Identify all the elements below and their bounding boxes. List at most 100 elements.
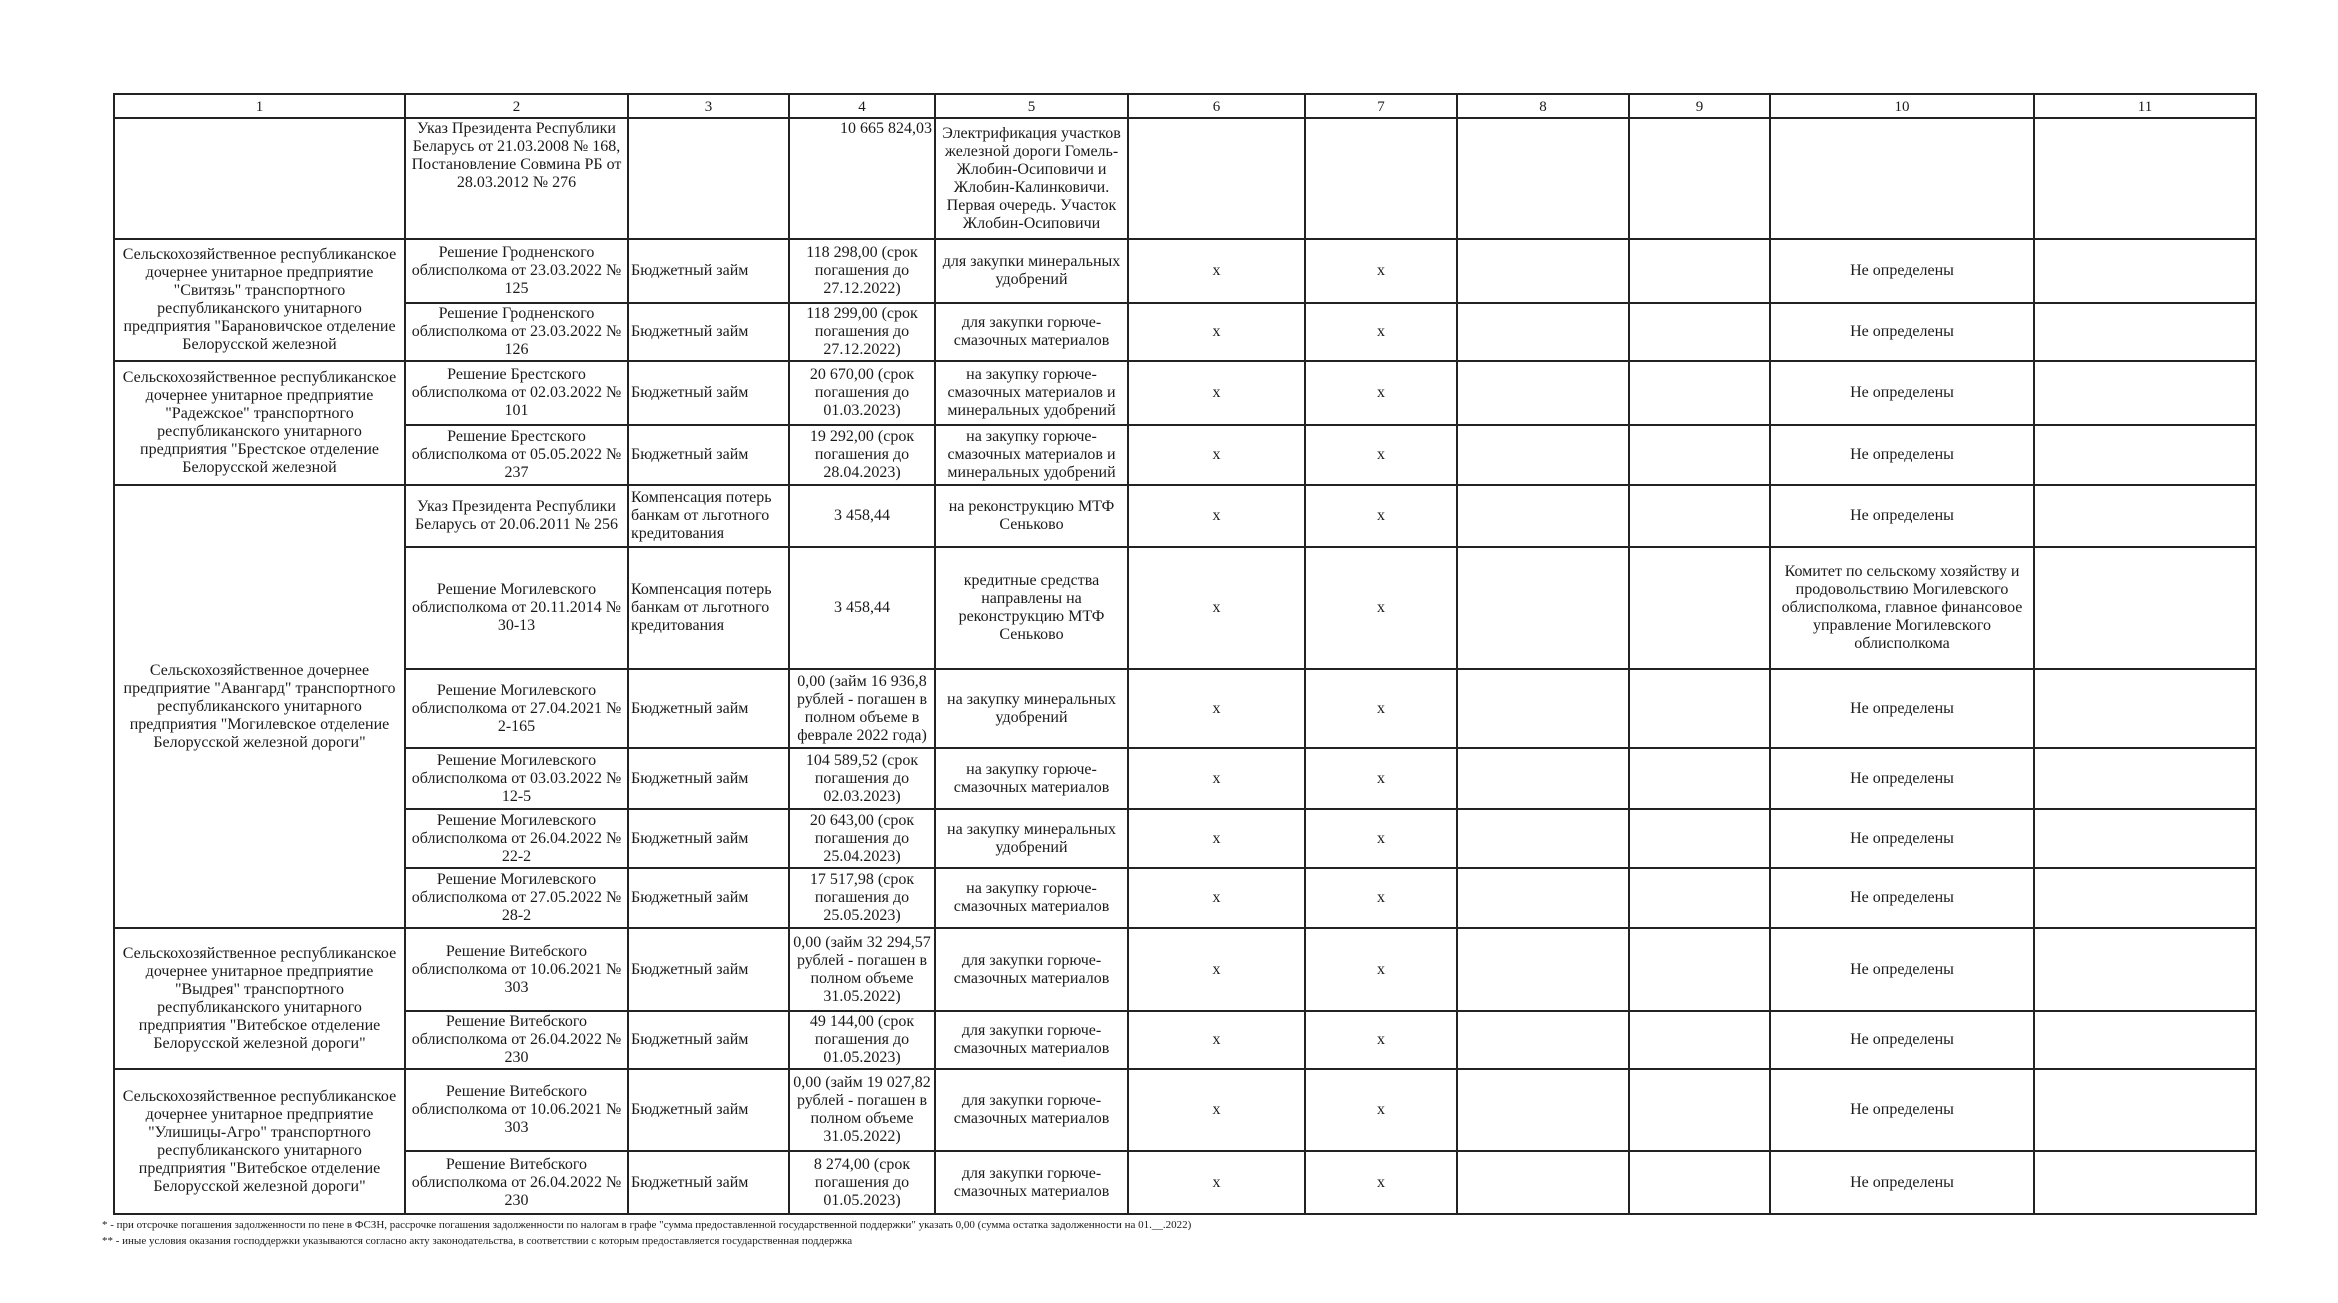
support-form-cell — [627, 117, 790, 240]
table-row: Решение Могилевского облисполкома от 20.… — [114, 546, 2257, 670]
column-8-cell — [1456, 360, 1630, 426]
column-number-8: 8 — [1456, 93, 1630, 119]
column-7-cell — [1304, 117, 1458, 240]
table-row: Решение Могилевского облисполкома от 03.… — [114, 747, 2257, 810]
column-8-cell — [1456, 1150, 1630, 1215]
column-11-cell — [2033, 1068, 2257, 1152]
column-6-cell: x — [1127, 1068, 1306, 1152]
column-9-cell — [1628, 867, 1771, 929]
amount-cell: 20 670,00 (срок погашения до 01.03.2023) — [788, 360, 936, 426]
purpose-cell: для закупки горюче-смазочных материалов — [934, 1010, 1129, 1070]
column-7-cell: x — [1304, 1010, 1458, 1070]
amount-cell: 3 458,44 — [788, 484, 936, 548]
table-row: Решение Витебского облисполкома от 26.04… — [114, 1150, 2257, 1215]
column-7-cell: x — [1304, 1150, 1458, 1215]
table-row: Решение Гродненского облисполкома от 23.… — [114, 302, 2257, 362]
column-10-cell: Комитет по сельскому хозяйству и продово… — [1769, 546, 2035, 670]
column-8-cell — [1456, 668, 1630, 749]
table-row: Решение Брестского облисполкома от 05.05… — [114, 424, 2257, 486]
column-10-cell: Не определены — [1769, 927, 2035, 1012]
support-form-cell: Бюджетный займ — [627, 808, 790, 869]
amount-cell: 17 517,98 (срок погашения до 25.05.2023) — [788, 867, 936, 929]
purpose-cell: на закупку горюче-смазочных материалов и… — [934, 360, 1129, 426]
support-form-cell: Компенсация потерь банкам от льготного к… — [627, 484, 790, 548]
column-7-cell: x — [1304, 808, 1458, 869]
support-form-cell: Бюджетный займ — [627, 1068, 790, 1152]
column-6-cell: x — [1127, 546, 1306, 670]
column-6-cell: x — [1127, 808, 1306, 869]
amount-cell: 0,00 (займ 16 936,8 рублей - погашен в п… — [788, 668, 936, 749]
support-form-cell: Бюджетный займ — [627, 668, 790, 749]
column-9-cell — [1628, 238, 1771, 304]
amount-cell: 0,00 (займ 19 027,82 рублей - погашен в … — [788, 1068, 936, 1152]
column-8-cell — [1456, 424, 1630, 486]
column-8-cell — [1456, 747, 1630, 810]
column-10-cell: Не определены — [1769, 747, 2035, 810]
column-11-cell — [2033, 302, 2257, 362]
legal-basis-cell: Решение Витебского облисполкома от 26.04… — [404, 1010, 629, 1070]
amount-cell: 118 298,00 (срок погашения до 27.12.2022… — [788, 238, 936, 304]
column-7-cell: x — [1304, 360, 1458, 426]
legal-basis-cell: Указ Президента Республики Беларусь от 2… — [404, 117, 629, 240]
purpose-cell: для закупки горюче-смазочных материалов — [934, 302, 1129, 362]
column-6-cell: x — [1127, 747, 1306, 810]
column-11-cell — [2033, 808, 2257, 869]
legal-basis-cell: Решение Витебского облисполкома от 10.06… — [404, 1068, 629, 1152]
purpose-cell: для закупки минеральных удобрений — [934, 238, 1129, 304]
column-9-cell — [1628, 808, 1771, 869]
footnotes: * - при отсрочке погашения задолженности… — [102, 1218, 2262, 1248]
header-row: 1 2 3 4 5 6 7 8 9 10 11 — [113, 93, 2257, 119]
column-6-cell — [1127, 117, 1306, 240]
legal-basis-cell: Решение Могилевского облисполкома от 27.… — [404, 668, 629, 749]
column-8-cell — [1456, 546, 1630, 670]
column-7-cell: x — [1304, 867, 1458, 929]
column-11-cell — [2033, 484, 2257, 548]
column-7-cell: x — [1304, 302, 1458, 362]
amount-cell: 19 292,00 (срок погашения до 28.04.2023) — [788, 424, 936, 486]
footnote-2: ** - иные условия оказания господдержки … — [102, 1235, 853, 1247]
amount-cell: 118 299,00 (срок погашения до 27.12.2022… — [788, 302, 936, 362]
column-6-cell: x — [1127, 668, 1306, 749]
amount-cell: 49 144,00 (срок погашения до 01.05.2023) — [788, 1010, 936, 1070]
purpose-cell: для закупки горюче-смазочных материалов — [934, 1068, 1129, 1152]
column-8-cell — [1456, 1068, 1630, 1152]
column-number-1: 1 — [113, 93, 406, 119]
table-row: Сельскохозяйственное республиканское доч… — [113, 927, 2257, 1070]
support-form-cell: Бюджетный займ — [627, 424, 790, 486]
document-body: 1 2 3 4 5 6 7 8 9 10 11 Указ Президента Республики … — [102, 93, 2262, 1248]
column-9-cell — [1628, 927, 1771, 1012]
column-9-cell — [1628, 1068, 1771, 1152]
column-number-2: 2 — [404, 93, 629, 119]
support-form-cell: Бюджетный займ — [627, 360, 790, 426]
column-11-cell — [2033, 546, 2257, 670]
support-form-cell: Бюджетный займ — [627, 1150, 790, 1215]
column-11-cell — [2033, 927, 2257, 1012]
column-6-cell: x — [1127, 484, 1306, 548]
column-9-cell — [1628, 360, 1771, 426]
column-10-cell: Не определены — [1769, 360, 2035, 426]
column-8-cell — [1456, 808, 1630, 869]
column-11-cell — [2033, 668, 2257, 749]
column-7-cell: x — [1304, 546, 1458, 670]
support-form-cell: Бюджетный займ — [627, 867, 790, 929]
column-10-cell: Не определены — [1769, 1068, 2035, 1152]
column-number-10: 10 — [1769, 93, 2035, 119]
column-10-cell: Не определены — [1769, 668, 2035, 749]
footnote-1: * - при отсрочке погашения задолженности… — [102, 1219, 1192, 1231]
column-number-11: 11 — [2033, 93, 2257, 119]
table-row: Решение Витебского облисполкома от 26.04… — [114, 1010, 2257, 1070]
column-number-4: 4 — [788, 93, 936, 119]
column-11-cell — [2033, 1010, 2257, 1070]
column-number-9: 9 — [1628, 93, 1771, 119]
column-11-cell — [2033, 424, 2257, 486]
legal-basis-cell: Решение Брестского облисполкома от 05.05… — [404, 424, 629, 486]
purpose-cell: для закупки горюче-смазочных материалов — [934, 927, 1129, 1012]
column-7-cell: x — [1304, 238, 1458, 304]
column-6-cell: x — [1127, 238, 1306, 304]
column-6-cell: x — [1127, 302, 1306, 362]
column-11-cell — [2033, 360, 2257, 426]
column-8-cell — [1456, 867, 1630, 929]
purpose-cell: на закупку горюче-смазочных материалов и… — [934, 424, 1129, 486]
organization-cell: Сельскохозяйственное республиканское доч… — [113, 360, 406, 486]
column-11-cell — [2033, 238, 2257, 304]
